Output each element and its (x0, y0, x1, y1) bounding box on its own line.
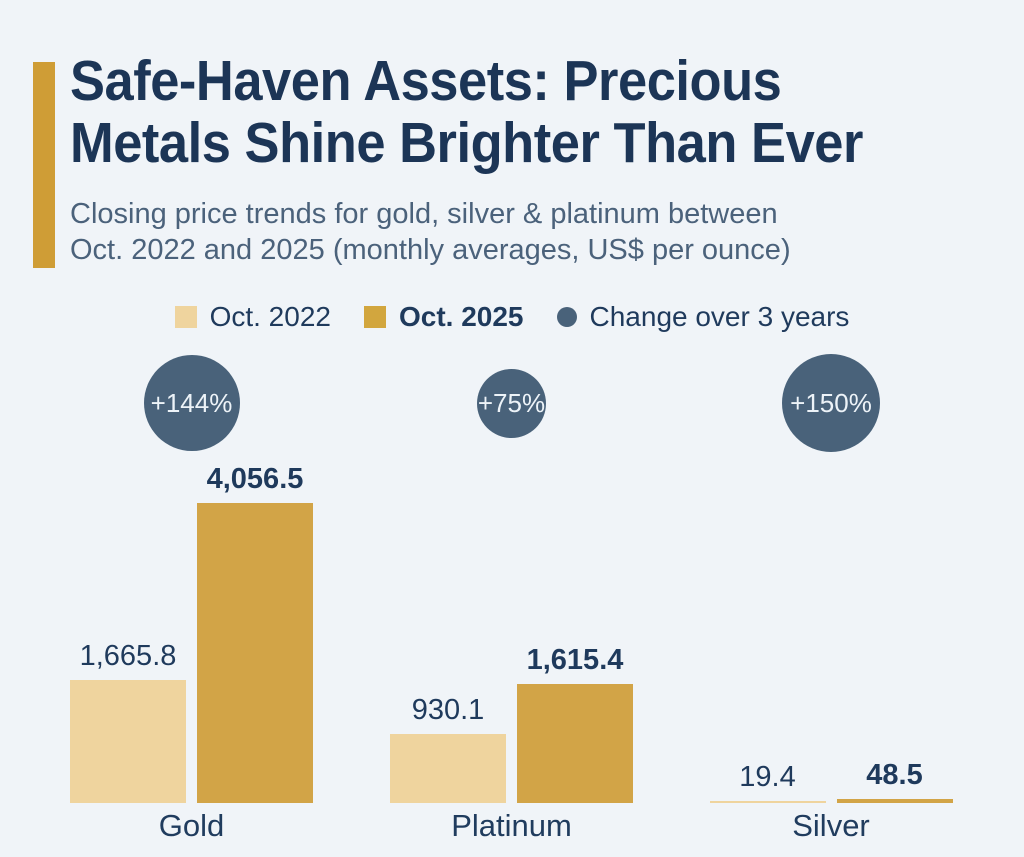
legend-item-oct-2025: Oct. 2025 (363, 301, 524, 333)
value-label-silver-oct-2025: 48.5 (866, 759, 923, 791)
legend-swatch-change-circle (556, 307, 577, 327)
change-value-gold: +144% (150, 387, 233, 418)
category-label-gold: Gold (158, 808, 225, 843)
title-line-2: Metals Shine Brighter Than Ever (70, 111, 863, 175)
bar-platinum-oct-2022 (390, 734, 506, 803)
legend-swatch-oct-2025 (363, 306, 386, 328)
legend-label-change: Change over 3 years (589, 301, 850, 332)
change-circle-gold: +144% (143, 355, 240, 451)
category-label-platinum: Platinum (451, 808, 572, 843)
subtitle-line-2: Oct. 2022 and 2025 (monthly averages, US… (70, 234, 791, 266)
change-circle-silver: +150% (782, 354, 880, 452)
chart-subtitle: Closing price trends for gold, silver & … (70, 196, 791, 268)
legend-item-change: Change over 3 years (556, 301, 850, 333)
value-label-gold-oct-2022: 1,665.8 (79, 640, 177, 672)
bar-silver-oct-2022 (709, 801, 826, 803)
change-circle-platinum: +75% (477, 368, 546, 438)
bar-silver-oct-2025 (836, 799, 953, 803)
page-title: Safe-Haven Assets: Precious Metals Shine… (70, 50, 932, 174)
legend-swatch-oct-2022 (174, 306, 197, 328)
value-label-platinum-oct-2022: 930.1 (411, 694, 485, 726)
title-accent-bar (33, 62, 55, 268)
chart-legend: Oct. 2022 Oct. 2025 Change over 3 years (0, 301, 1024, 333)
legend-label-oct-2022: Oct. 2022 (209, 301, 331, 332)
value-label-silver-oct-2022: 19.4 (739, 761, 796, 793)
legend-item-oct-2022: Oct. 2022 (174, 301, 331, 333)
bar-gold-oct-2022 (70, 680, 186, 803)
subtitle-line-1: Closing price trends for gold, silver & … (70, 198, 778, 230)
value-label-platinum-oct-2025: 1,615.4 (526, 644, 624, 676)
value-label-gold-oct-2025: 4,056.5 (206, 463, 304, 495)
bar-platinum-oct-2025 (517, 684, 633, 803)
bar-gold-oct-2025 (197, 503, 313, 803)
title-line-1: Safe-Haven Assets: Precious (70, 49, 782, 113)
legend-label-oct-2025: Oct. 2025 (398, 301, 524, 332)
category-label-silver: Silver (792, 808, 870, 843)
change-value-platinum: +75% (477, 387, 546, 418)
change-value-silver: +150% (790, 387, 872, 418)
